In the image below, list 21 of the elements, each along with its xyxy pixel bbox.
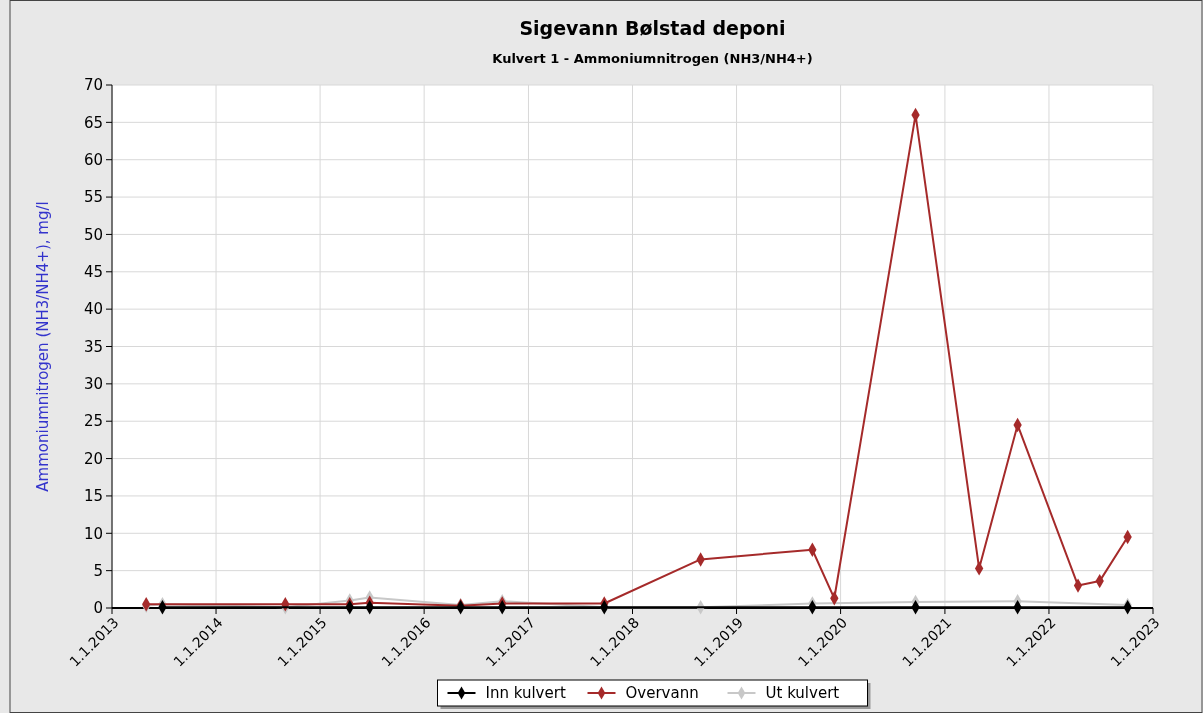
y-tick-label: 10 [83,524,103,543]
y-tick-label: 15 [83,487,103,506]
y-tick-label: 45 [83,263,103,282]
y-axis-title: Ammoniumnitrogen (NH3/NH4+), mg/l [34,201,52,492]
chart-subtitle: Kulvert 1 - Ammoniumnitrogen (NH3/NH4+) [492,51,813,66]
y-tick-label: 30 [83,375,103,394]
y-tick-label: 65 [83,113,103,132]
y-tick-label: 35 [83,337,103,356]
y-tick-label: 20 [83,449,103,468]
y-tick-label: 55 [83,188,103,207]
y-tick-label: 5 [93,561,103,580]
legend-label: Ut kulvert [765,684,840,703]
y-tick-label: 25 [83,412,103,431]
y-tick-label: 70 [83,76,103,95]
legend-label: Inn kulvert [485,684,566,703]
y-tick-label: 50 [83,225,103,244]
y-tick-label: 0 [93,599,103,618]
y-tick-label: 40 [83,300,103,319]
y-tick-label: 60 [83,150,103,169]
legend-label: Overvann [625,684,699,703]
chart-title: Sigevann Bølstad deponi [519,17,786,39]
